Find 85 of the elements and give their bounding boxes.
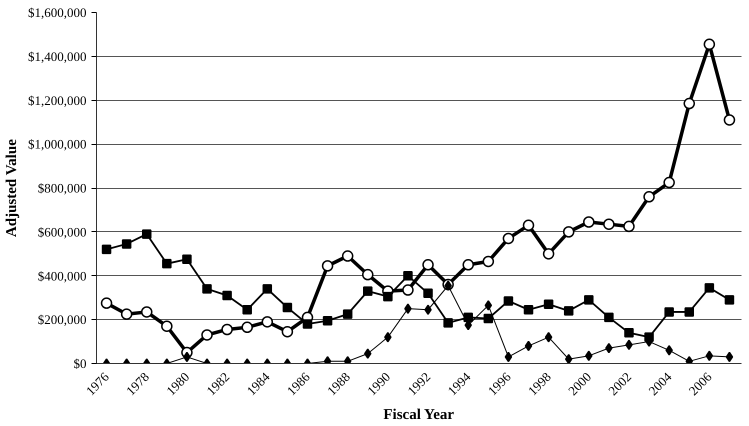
point — [383, 292, 393, 302]
point — [342, 309, 352, 319]
point — [604, 312, 614, 322]
y-tick-label: $1,600,000 — [28, 5, 86, 20]
point — [221, 324, 233, 336]
point — [402, 284, 414, 296]
point — [665, 345, 673, 356]
point — [262, 284, 272, 294]
point — [504, 352, 512, 362]
point — [122, 239, 132, 249]
point — [684, 98, 696, 110]
point — [403, 271, 413, 280]
point — [241, 322, 253, 334]
point — [706, 350, 714, 362]
point — [724, 114, 736, 126]
point — [161, 320, 173, 332]
point — [583, 216, 595, 228]
point — [605, 342, 613, 354]
point — [422, 259, 434, 271]
point — [384, 332, 392, 342]
point — [584, 295, 594, 305]
point — [623, 220, 635, 232]
point — [322, 260, 334, 272]
point — [120, 308, 132, 320]
point — [504, 296, 514, 306]
point — [625, 340, 633, 350]
point — [704, 38, 716, 50]
point — [202, 284, 212, 294]
point — [542, 248, 554, 260]
point — [684, 307, 694, 317]
point — [262, 316, 274, 328]
y-tick-label: $1,000,000 — [28, 136, 86, 152]
point — [724, 295, 734, 305]
point — [222, 290, 232, 300]
point — [564, 354, 572, 364]
point — [162, 258, 172, 268]
point — [624, 328, 634, 338]
point — [364, 348, 372, 359]
y-tick-label: $600,000 — [38, 224, 86, 240]
point — [102, 244, 112, 254]
point — [585, 350, 593, 362]
point — [362, 268, 374, 280]
point — [704, 283, 714, 293]
point — [424, 304, 432, 316]
point — [502, 232, 514, 244]
point — [302, 319, 312, 329]
y-tick-label: $200,000 — [38, 312, 86, 328]
point — [522, 220, 534, 232]
y-tick-label: $1,400,000 — [28, 48, 86, 64]
y-tick-label: $400,000 — [38, 268, 86, 284]
point — [484, 314, 494, 324]
point — [663, 176, 675, 188]
point — [342, 250, 354, 262]
point — [182, 254, 192, 264]
point — [201, 329, 213, 341]
point — [603, 218, 615, 230]
point — [482, 256, 494, 268]
point — [544, 300, 554, 310]
point — [242, 305, 252, 315]
point — [643, 191, 655, 203]
point — [282, 326, 294, 338]
point — [404, 303, 412, 314]
point — [462, 259, 474, 271]
point — [664, 307, 674, 317]
y-tick-label: $0 — [74, 356, 86, 371]
point — [726, 352, 734, 362]
y-tick-label: $1,200,000 — [28, 92, 86, 108]
point — [140, 306, 152, 318]
point — [443, 318, 453, 328]
point — [562, 226, 574, 238]
point — [183, 352, 191, 362]
point — [142, 229, 152, 239]
point — [544, 332, 552, 342]
x-axis-title: Fiscal Year — [383, 407, 454, 424]
point — [423, 288, 433, 298]
point — [524, 340, 532, 352]
point — [100, 297, 112, 309]
y-tick-label: $800,000 — [38, 180, 86, 196]
point — [282, 302, 292, 312]
point — [564, 306, 574, 316]
point — [322, 316, 332, 326]
point — [524, 305, 534, 315]
y-axis-title: Adjusted Value — [4, 138, 20, 238]
point — [484, 300, 492, 311]
point — [363, 286, 373, 296]
